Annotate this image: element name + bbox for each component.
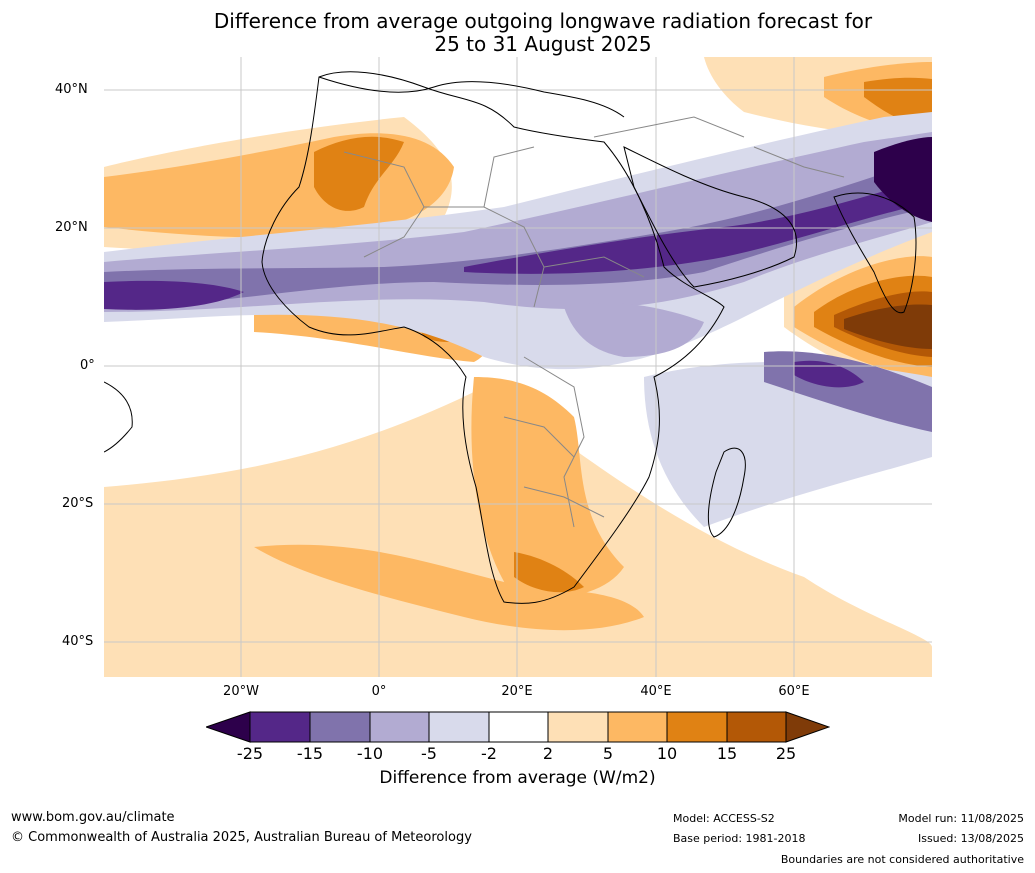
colorbar-tick: -10 xyxy=(356,744,384,763)
coastline-south-america xyxy=(104,381,133,453)
shade-south-africa-dark xyxy=(514,552,584,593)
shade-southern-africa-orange xyxy=(471,377,624,599)
coastline-mediterranean xyxy=(318,76,625,118)
colorbar-swatch-8 xyxy=(666,711,728,743)
border-segment-4 xyxy=(543,256,645,278)
shade-sahara-dark-orange xyxy=(314,136,404,211)
lon-label-20w: 20°W xyxy=(223,684,259,699)
lat-label-40n: 40°N xyxy=(55,82,88,97)
shade-india-darkest xyxy=(874,137,932,222)
colorbar-swatch-6 xyxy=(547,711,609,743)
border-segment-2 xyxy=(424,206,545,308)
country-borders xyxy=(343,116,845,528)
colorbar-extend-low xyxy=(204,711,251,743)
shade-monsoon-dark xyxy=(104,177,932,310)
coastlines xyxy=(104,71,917,604)
footer-url[interactable]: www.bom.gov.au/climate xyxy=(11,810,175,825)
lat-label-40s: 40°S xyxy=(62,634,94,649)
border-segment-6 xyxy=(503,416,575,458)
shade-monsoon-light xyxy=(104,132,932,312)
shade-monsoon-mid xyxy=(104,157,932,307)
map-title: Difference from average outgoing longwav… xyxy=(0,10,1035,56)
forecast-map xyxy=(104,57,932,677)
border-segment-3 xyxy=(483,146,535,208)
colorbar-swatch-7 xyxy=(607,711,668,743)
lon-label-40e: 40°E xyxy=(640,684,672,699)
border-segment-8 xyxy=(593,116,745,138)
shade-south-orange xyxy=(254,544,644,631)
lon-label-0: 0° xyxy=(371,684,387,699)
colorbar-tick: -5 xyxy=(421,744,437,763)
coastline-africa xyxy=(261,71,725,604)
shade-indian-ocean-dark xyxy=(794,360,864,388)
lon-label-20e: 20°E xyxy=(501,684,533,699)
colorbar-graphic xyxy=(204,711,831,743)
footer-disclaimer: Boundaries are not considered authoritat… xyxy=(780,853,1024,866)
coastline-madagascar xyxy=(707,447,746,538)
footer-issued: Issued: 13/08/2025 xyxy=(917,832,1024,845)
colorbar-tick: -2 xyxy=(481,744,497,763)
colorbar-tick: 5 xyxy=(602,744,614,763)
shade-east-africa-purple xyxy=(564,302,704,357)
title-line-2: 25 to 31 August 2025 xyxy=(434,32,652,56)
colorbar-swatch-4 xyxy=(428,711,490,743)
lat-label-20s: 20°S xyxy=(62,496,94,511)
colorbar-swatch-2 xyxy=(309,711,371,743)
colorbar-tick: -25 xyxy=(236,744,264,763)
footer-copyright: © Commonwealth of Australia 2025, Austra… xyxy=(11,830,472,845)
colorbar-swatch-1 xyxy=(249,711,311,743)
footer-model-run: Model run: 11/08/2025 xyxy=(898,812,1024,825)
colorbar-extend-high xyxy=(785,711,831,743)
colorbar-tick: -15 xyxy=(296,744,324,763)
anomaly-shading xyxy=(104,57,932,677)
shade-arabian-darkest xyxy=(844,304,932,349)
border-segment-9 xyxy=(753,146,845,178)
lon-label-60e: 60°E xyxy=(778,684,810,699)
colorbar-swatch-9 xyxy=(726,711,787,743)
footer-model: Model: ACCESS-S2 xyxy=(673,812,775,825)
coastline-india xyxy=(833,192,917,314)
border-segment-5 xyxy=(523,356,585,528)
colorbar-label: Difference from average (W/m2) xyxy=(379,768,656,788)
colorbar-tick: 2 xyxy=(542,744,554,763)
footer-base-period: Base period: 1981-2018 xyxy=(673,832,806,845)
map-canvas xyxy=(104,57,932,677)
coastline-arabia xyxy=(623,146,798,288)
colorbar-swatch-5 xyxy=(488,711,549,743)
border-segment-7 xyxy=(523,486,605,518)
colorbar-tick: 15 xyxy=(716,744,738,763)
colorbar-swatch-3 xyxy=(369,711,430,743)
graticule xyxy=(104,57,932,677)
title-line-1: Difference from average outgoing longwav… xyxy=(213,9,873,33)
colorbar xyxy=(204,711,831,747)
colorbar-tick: 10 xyxy=(656,744,678,763)
colorbar-tick: 25 xyxy=(775,744,797,763)
lat-label-20n: 20°N xyxy=(55,220,88,235)
lat-label-equator: 0° xyxy=(80,358,95,373)
